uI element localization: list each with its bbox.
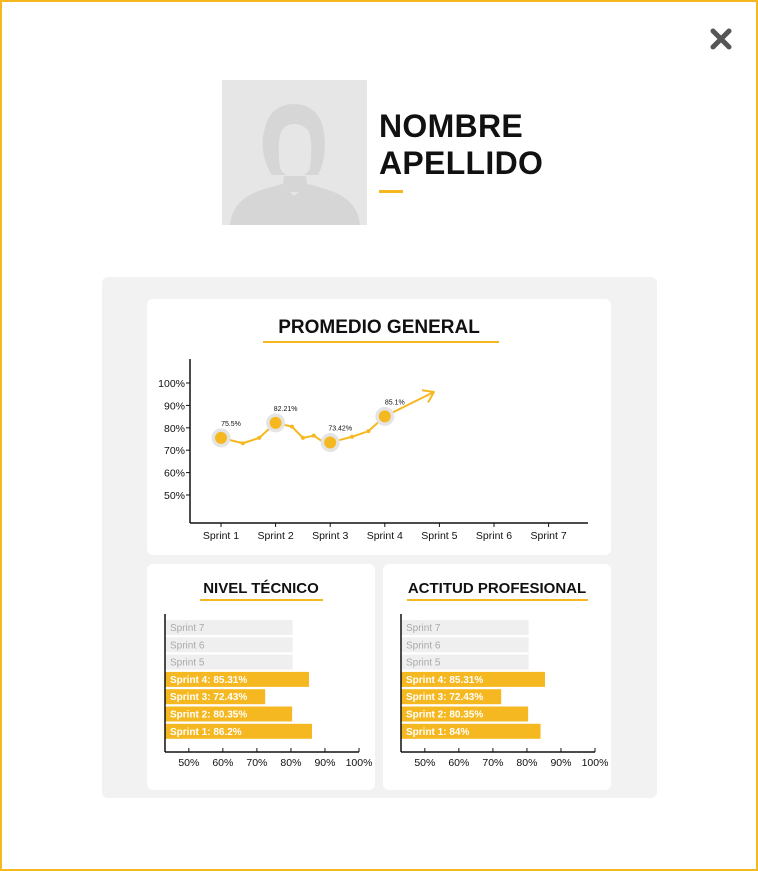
- bar-label: Sprint 4: 85.31%: [406, 675, 483, 686]
- close-button[interactable]: [704, 22, 738, 56]
- empty-bar: [401, 654, 529, 670]
- data-point: [350, 434, 355, 439]
- bar-label: Sprint 6: [406, 640, 441, 651]
- tecnico-title-underline: [200, 599, 323, 601]
- tecnico-bar-chart: Sprint 7 Sprint 6 Sprint 5 Sprint 4: 85.31%…: [164, 614, 373, 769]
- y-tick-label: 90%: [164, 400, 185, 412]
- bar: [401, 723, 541, 739]
- bar-label: Sprint 6: [170, 640, 205, 651]
- x-tick-label: 60%: [212, 757, 233, 769]
- bar-label: Sprint 2: 80.35%: [406, 710, 483, 721]
- y-tick-label: 70%: [164, 445, 185, 457]
- data-point: [289, 424, 294, 429]
- promedio-title-underline: [263, 341, 499, 343]
- bar: [401, 689, 502, 705]
- x-tick-label: 50%: [414, 757, 435, 769]
- actitud-title: ACTITUD PROFESIONAL: [407, 580, 587, 597]
- bar-label: Sprint 3: 72.43%: [170, 692, 247, 703]
- bar-label: Sprint 1: 86.2%: [170, 727, 242, 738]
- empty-bar: [401, 637, 529, 653]
- trend-arrow-head: [421, 389, 435, 403]
- x-tick-label: 90%: [314, 757, 335, 769]
- avatar: [222, 80, 367, 225]
- stats-panel: PROMEDIO GENERAL 100% 90% 80% 70% 60% 50% Spri…: [102, 277, 657, 798]
- tecnico-title: NIVEL TÉCNICO: [203, 580, 319, 597]
- first-name: NOMBRE: [379, 108, 524, 144]
- x-tick-label: 90%: [550, 757, 571, 769]
- user-silhouette-icon: [230, 104, 360, 225]
- bar-label: Sprint 7: [406, 623, 441, 634]
- y-tick-label: 50%: [164, 490, 185, 502]
- highlight-point: [378, 410, 391, 423]
- bar-label: Sprint 4: 85.31%: [170, 675, 247, 686]
- data-point: [300, 435, 305, 440]
- x-tick-label: 60%: [448, 757, 469, 769]
- empty-bar: [165, 637, 293, 653]
- promedio-card: PROMEDIO GENERAL 100% 90% 80% 70% 60% 50% Spri…: [147, 299, 611, 555]
- bar-label: Sprint 3: 72.43%: [406, 692, 483, 703]
- highlight-point: [269, 416, 282, 429]
- actitud-bar-chart: Sprint 7 Sprint 6 Sprint 5 Sprint 4: 85.31%…: [400, 614, 609, 769]
- highlight-point: [215, 431, 227, 444]
- x-tick-label: 80%: [280, 757, 301, 769]
- y-tick-label: 80%: [164, 423, 185, 435]
- x-tick-label: Sprint 2: [258, 530, 294, 542]
- bar-label: Sprint 5: [170, 658, 205, 669]
- bar-label: Sprint 2: 80.35%: [170, 710, 247, 721]
- x-tick-label: Sprint 7: [531, 530, 567, 542]
- tecnico-card: NIVEL TÉCNICO Sprint 7 Sprint 6 Sprint 5 Sp…: [147, 564, 375, 790]
- y-tick-label: 60%: [164, 468, 185, 480]
- bar-label: Sprint 5: [406, 658, 441, 669]
- empty-bar: [165, 654, 293, 670]
- name-underline: [379, 190, 403, 193]
- x-tick-label: 100%: [582, 757, 609, 769]
- highlight-label: 82.21%: [274, 406, 298, 413]
- y-tick-label: 100%: [158, 378, 185, 390]
- actitud-card: ACTITUD PROFESIONAL Sprint 7 Sprint 6 Spri…: [383, 564, 611, 790]
- promedio-line-chart: 100% 90% 80% 70% 60% 50% Sprint 1 Sprint 2 Sprin…: [158, 359, 588, 542]
- x-tick-label: 70%: [482, 757, 503, 769]
- data-point: [257, 435, 262, 440]
- bar: [401, 671, 546, 687]
- highlight-label: 75.5%: [221, 421, 241, 428]
- profile-name: NOMBRE APELLIDO: [379, 108, 543, 193]
- bar: [401, 706, 529, 722]
- x-tick-label: 50%: [178, 757, 199, 769]
- empty-bar: [401, 620, 529, 635]
- empty-bar: [165, 620, 293, 635]
- x-tick-label: Sprint 1: [203, 530, 239, 542]
- bar: [165, 723, 313, 739]
- x-tick-label: Sprint 5: [421, 530, 457, 542]
- x-tick-label: Sprint 6: [476, 530, 512, 542]
- bar: [165, 706, 293, 722]
- highlight-label: 73.42%: [328, 426, 352, 433]
- bar-label: Sprint 7: [170, 623, 205, 634]
- highlight-label: 85.1%: [385, 399, 405, 406]
- data-point: [240, 441, 245, 446]
- x-tick-label: 70%: [246, 757, 267, 769]
- bar: [165, 671, 310, 687]
- promedio-title: PROMEDIO GENERAL: [278, 317, 480, 338]
- data-point: [311, 433, 316, 438]
- close-icon: [710, 28, 732, 50]
- x-tick-label: Sprint 4: [367, 530, 403, 542]
- x-tick-label: 80%: [516, 757, 537, 769]
- x-tick-label: 100%: [346, 757, 373, 769]
- highlight-point: [324, 436, 337, 449]
- data-point: [366, 429, 371, 434]
- bar-label: Sprint 1: 84%: [406, 727, 469, 738]
- actitud-title-underline: [407, 599, 588, 601]
- x-tick-label: Sprint 3: [312, 530, 348, 542]
- last-name: APELLIDO: [379, 145, 544, 181]
- bar: [165, 689, 266, 705]
